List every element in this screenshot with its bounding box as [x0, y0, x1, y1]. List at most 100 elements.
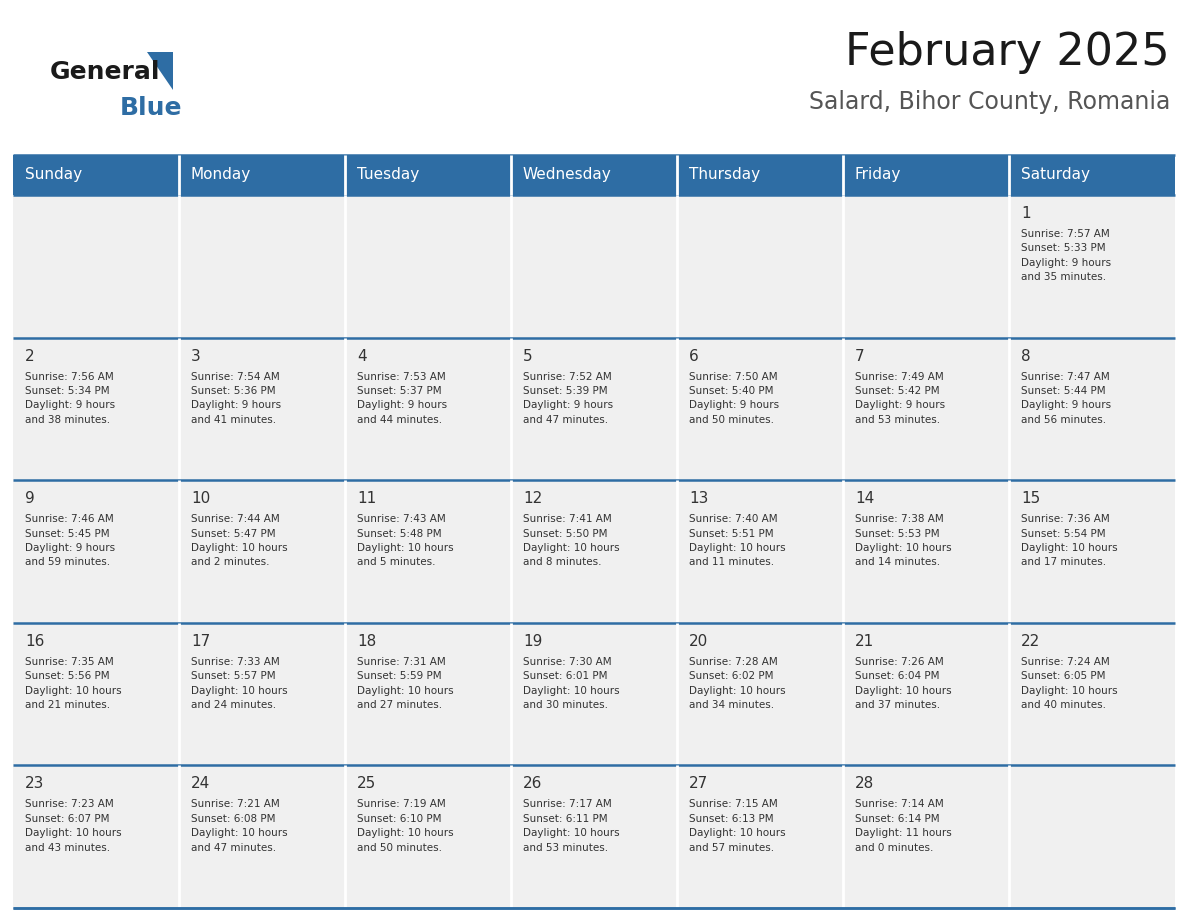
- Text: 18: 18: [358, 633, 377, 649]
- Text: 11: 11: [358, 491, 377, 506]
- Bar: [13, 480, 179, 622]
- Text: Sunrise: 7:24 AM
Sunset: 6:05 PM
Daylight: 10 hours
and 40 minutes.: Sunrise: 7:24 AM Sunset: 6:05 PM Dayligh…: [1020, 656, 1118, 710]
- Bar: [345, 622, 511, 766]
- Bar: [677, 766, 843, 908]
- Text: Sunrise: 7:40 AM
Sunset: 5:51 PM
Daylight: 10 hours
and 11 minutes.: Sunrise: 7:40 AM Sunset: 5:51 PM Dayligh…: [689, 514, 785, 567]
- Text: 24: 24: [191, 777, 210, 791]
- Bar: [345, 195, 511, 338]
- Text: Sunday: Sunday: [25, 167, 82, 183]
- Text: 27: 27: [689, 777, 708, 791]
- Text: Sunrise: 7:43 AM
Sunset: 5:48 PM
Daylight: 10 hours
and 5 minutes.: Sunrise: 7:43 AM Sunset: 5:48 PM Dayligh…: [358, 514, 454, 567]
- Bar: [843, 338, 1009, 480]
- Bar: [13, 622, 179, 766]
- Text: Sunrise: 7:28 AM
Sunset: 6:02 PM
Daylight: 10 hours
and 34 minutes.: Sunrise: 7:28 AM Sunset: 6:02 PM Dayligh…: [689, 656, 785, 710]
- Bar: [677, 622, 843, 766]
- Text: 28: 28: [855, 777, 874, 791]
- Text: 7: 7: [855, 349, 865, 364]
- Text: 17: 17: [191, 633, 210, 649]
- Text: Friday: Friday: [855, 167, 902, 183]
- Text: Wednesday: Wednesday: [523, 167, 612, 183]
- Text: 1: 1: [1020, 206, 1031, 221]
- Text: Monday: Monday: [191, 167, 251, 183]
- Text: 25: 25: [358, 777, 377, 791]
- Text: 4: 4: [358, 349, 367, 364]
- Text: Sunrise: 7:46 AM
Sunset: 5:45 PM
Daylight: 9 hours
and 59 minutes.: Sunrise: 7:46 AM Sunset: 5:45 PM Dayligh…: [25, 514, 115, 567]
- Text: Sunrise: 7:53 AM
Sunset: 5:37 PM
Daylight: 9 hours
and 44 minutes.: Sunrise: 7:53 AM Sunset: 5:37 PM Dayligh…: [358, 372, 447, 425]
- Bar: [13, 155, 1175, 195]
- Text: Sunrise: 7:33 AM
Sunset: 5:57 PM
Daylight: 10 hours
and 24 minutes.: Sunrise: 7:33 AM Sunset: 5:57 PM Dayligh…: [191, 656, 287, 710]
- Text: Sunrise: 7:36 AM
Sunset: 5:54 PM
Daylight: 10 hours
and 17 minutes.: Sunrise: 7:36 AM Sunset: 5:54 PM Dayligh…: [1020, 514, 1118, 567]
- Text: Salard, Bihor County, Romania: Salard, Bihor County, Romania: [809, 90, 1170, 114]
- Text: Sunrise: 7:23 AM
Sunset: 6:07 PM
Daylight: 10 hours
and 43 minutes.: Sunrise: 7:23 AM Sunset: 6:07 PM Dayligh…: [25, 800, 121, 853]
- Text: 20: 20: [689, 633, 708, 649]
- Text: Sunrise: 7:57 AM
Sunset: 5:33 PM
Daylight: 9 hours
and 35 minutes.: Sunrise: 7:57 AM Sunset: 5:33 PM Dayligh…: [1020, 229, 1111, 282]
- Text: 15: 15: [1020, 491, 1041, 506]
- Text: Sunrise: 7:49 AM
Sunset: 5:42 PM
Daylight: 9 hours
and 53 minutes.: Sunrise: 7:49 AM Sunset: 5:42 PM Dayligh…: [855, 372, 946, 425]
- Text: 12: 12: [523, 491, 542, 506]
- Text: Sunrise: 7:35 AM
Sunset: 5:56 PM
Daylight: 10 hours
and 21 minutes.: Sunrise: 7:35 AM Sunset: 5:56 PM Dayligh…: [25, 656, 121, 710]
- Bar: [179, 622, 345, 766]
- Bar: [511, 338, 677, 480]
- Text: 14: 14: [855, 491, 874, 506]
- Bar: [511, 766, 677, 908]
- Text: 16: 16: [25, 633, 44, 649]
- Text: Sunrise: 7:44 AM
Sunset: 5:47 PM
Daylight: 10 hours
and 2 minutes.: Sunrise: 7:44 AM Sunset: 5:47 PM Dayligh…: [191, 514, 287, 567]
- Text: 6: 6: [689, 349, 699, 364]
- Text: 5: 5: [523, 349, 532, 364]
- Bar: [345, 480, 511, 622]
- Text: 8: 8: [1020, 349, 1031, 364]
- Text: 10: 10: [191, 491, 210, 506]
- Text: 3: 3: [191, 349, 201, 364]
- Bar: [179, 338, 345, 480]
- Text: Blue: Blue: [120, 96, 183, 120]
- Bar: [1009, 338, 1175, 480]
- Bar: [511, 622, 677, 766]
- Text: Sunrise: 7:26 AM
Sunset: 6:04 PM
Daylight: 10 hours
and 37 minutes.: Sunrise: 7:26 AM Sunset: 6:04 PM Dayligh…: [855, 656, 952, 710]
- Text: Sunrise: 7:14 AM
Sunset: 6:14 PM
Daylight: 11 hours
and 0 minutes.: Sunrise: 7:14 AM Sunset: 6:14 PM Dayligh…: [855, 800, 952, 853]
- Bar: [13, 195, 179, 338]
- Text: 19: 19: [523, 633, 543, 649]
- Text: Sunrise: 7:52 AM
Sunset: 5:39 PM
Daylight: 9 hours
and 47 minutes.: Sunrise: 7:52 AM Sunset: 5:39 PM Dayligh…: [523, 372, 613, 425]
- Text: Sunrise: 7:17 AM
Sunset: 6:11 PM
Daylight: 10 hours
and 53 minutes.: Sunrise: 7:17 AM Sunset: 6:11 PM Dayligh…: [523, 800, 620, 853]
- Bar: [677, 338, 843, 480]
- Bar: [843, 622, 1009, 766]
- Text: Sunrise: 7:54 AM
Sunset: 5:36 PM
Daylight: 9 hours
and 41 minutes.: Sunrise: 7:54 AM Sunset: 5:36 PM Dayligh…: [191, 372, 282, 425]
- Text: 9: 9: [25, 491, 34, 506]
- Text: 23: 23: [25, 777, 44, 791]
- Bar: [511, 480, 677, 622]
- Polygon shape: [147, 52, 173, 90]
- Bar: [345, 766, 511, 908]
- Text: Sunrise: 7:47 AM
Sunset: 5:44 PM
Daylight: 9 hours
and 56 minutes.: Sunrise: 7:47 AM Sunset: 5:44 PM Dayligh…: [1020, 372, 1111, 425]
- Bar: [179, 480, 345, 622]
- Text: Sunrise: 7:19 AM
Sunset: 6:10 PM
Daylight: 10 hours
and 50 minutes.: Sunrise: 7:19 AM Sunset: 6:10 PM Dayligh…: [358, 800, 454, 853]
- Bar: [843, 195, 1009, 338]
- Text: Sunrise: 7:56 AM
Sunset: 5:34 PM
Daylight: 9 hours
and 38 minutes.: Sunrise: 7:56 AM Sunset: 5:34 PM Dayligh…: [25, 372, 115, 425]
- Text: Sunrise: 7:15 AM
Sunset: 6:13 PM
Daylight: 10 hours
and 57 minutes.: Sunrise: 7:15 AM Sunset: 6:13 PM Dayligh…: [689, 800, 785, 853]
- Text: Thursday: Thursday: [689, 167, 760, 183]
- Text: Sunrise: 7:38 AM
Sunset: 5:53 PM
Daylight: 10 hours
and 14 minutes.: Sunrise: 7:38 AM Sunset: 5:53 PM Dayligh…: [855, 514, 952, 567]
- Bar: [13, 338, 179, 480]
- Bar: [843, 480, 1009, 622]
- Text: 26: 26: [523, 777, 543, 791]
- Text: Sunrise: 7:50 AM
Sunset: 5:40 PM
Daylight: 9 hours
and 50 minutes.: Sunrise: 7:50 AM Sunset: 5:40 PM Dayligh…: [689, 372, 779, 425]
- Text: Saturday: Saturday: [1020, 167, 1091, 183]
- Text: 21: 21: [855, 633, 874, 649]
- Bar: [13, 766, 179, 908]
- Text: Sunrise: 7:31 AM
Sunset: 5:59 PM
Daylight: 10 hours
and 27 minutes.: Sunrise: 7:31 AM Sunset: 5:59 PM Dayligh…: [358, 656, 454, 710]
- Bar: [1009, 622, 1175, 766]
- Text: 2: 2: [25, 349, 34, 364]
- Bar: [677, 480, 843, 622]
- Bar: [1009, 195, 1175, 338]
- Text: Tuesday: Tuesday: [358, 167, 419, 183]
- Bar: [345, 338, 511, 480]
- Bar: [1009, 480, 1175, 622]
- Bar: [179, 766, 345, 908]
- Text: Sunrise: 7:41 AM
Sunset: 5:50 PM
Daylight: 10 hours
and 8 minutes.: Sunrise: 7:41 AM Sunset: 5:50 PM Dayligh…: [523, 514, 620, 567]
- Bar: [179, 195, 345, 338]
- Text: Sunrise: 7:21 AM
Sunset: 6:08 PM
Daylight: 10 hours
and 47 minutes.: Sunrise: 7:21 AM Sunset: 6:08 PM Dayligh…: [191, 800, 287, 853]
- Text: 22: 22: [1020, 633, 1041, 649]
- Bar: [677, 195, 843, 338]
- Text: February 2025: February 2025: [846, 30, 1170, 73]
- Bar: [511, 195, 677, 338]
- Bar: [1009, 766, 1175, 908]
